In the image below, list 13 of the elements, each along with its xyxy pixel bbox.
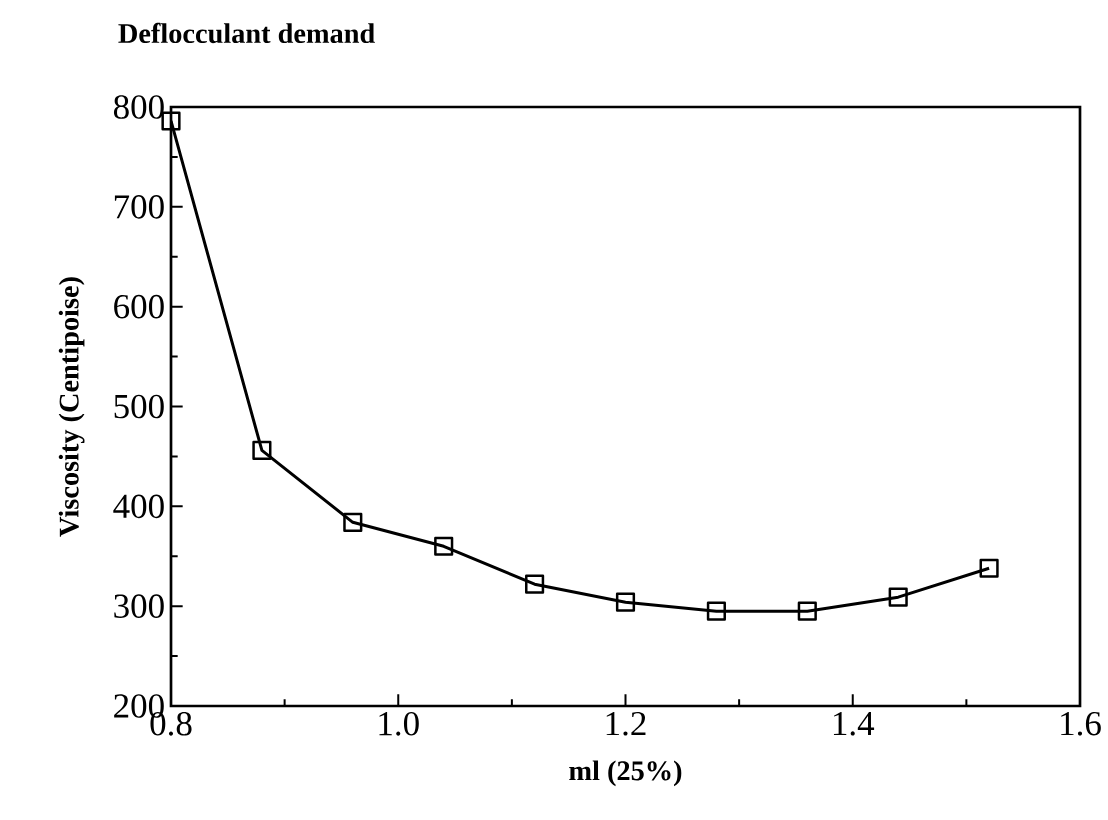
- y-tick-label: 500: [114, 394, 164, 419]
- y-tick-label: 800: [113, 95, 164, 119]
- x-axis-title: ml (25%): [569, 760, 682, 787]
- y-tick-label: 400: [113, 494, 164, 519]
- x-tick-label: 1.2: [606, 711, 646, 736]
- chart-title: Deflocculant demand: [118, 22, 375, 44]
- y-tick-label: 300: [114, 594, 164, 618]
- x-tick-label: 1.4: [833, 711, 875, 736]
- y-axis-title: Viscosity (Centipoise): [58, 277, 85, 537]
- y-tick-label: 600: [114, 294, 164, 319]
- y-tick-label: 700: [114, 195, 164, 219]
- x-tick-label: 1.0: [379, 711, 419, 736]
- x-tick-label: 1.6: [1061, 711, 1101, 736]
